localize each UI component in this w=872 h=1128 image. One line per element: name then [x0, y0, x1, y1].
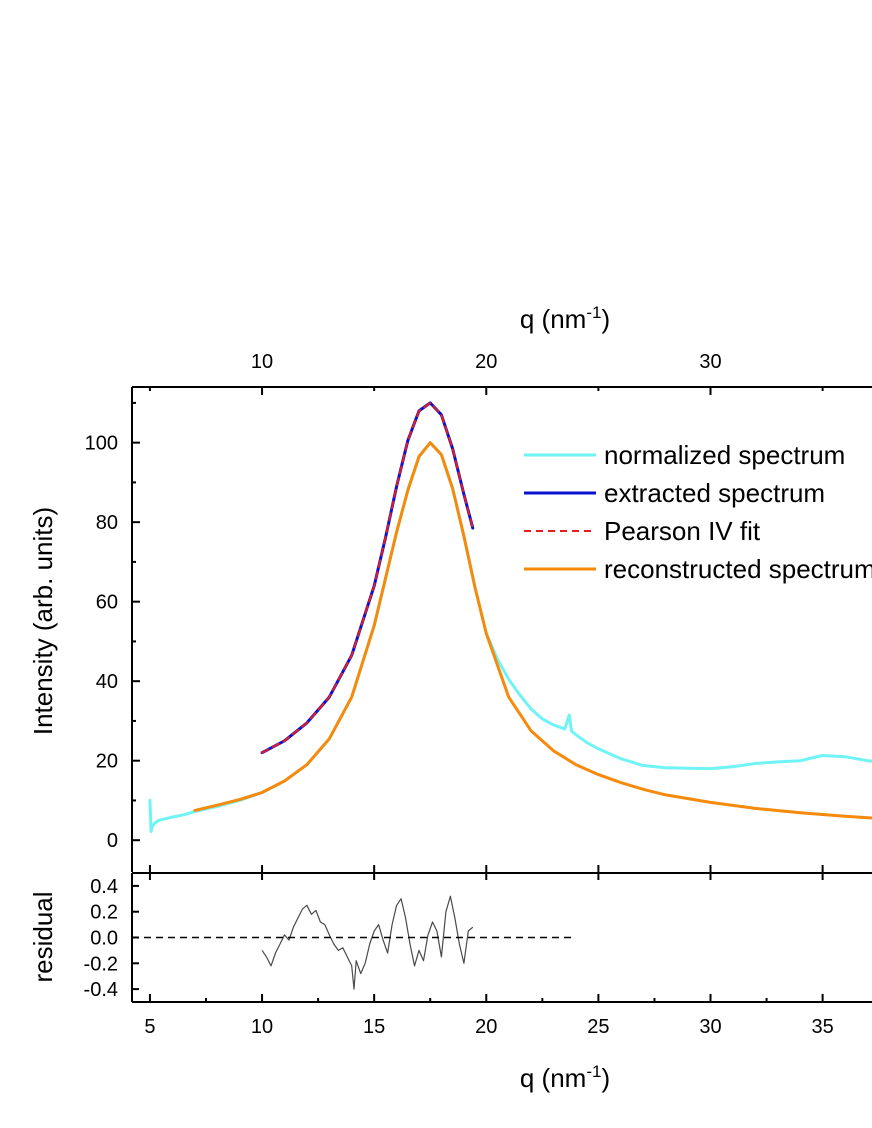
bottom-x-axis-title-sup: -1 [586, 1062, 601, 1081]
top-x-axis-title-sup: -1 [586, 303, 601, 322]
x-tick-label: 5 [144, 1016, 155, 1038]
residual-y-tick-label: 0.0 [90, 928, 118, 950]
x-tick-label: 10 [251, 1016, 273, 1038]
top-x-axis-title: q (nm-1) [520, 303, 610, 334]
residual-y-tick-label: -0.4 [84, 979, 118, 1001]
legend-label: extracted spectrum [604, 478, 825, 508]
legend: normalized spectrum extracted spectrum Pea… [524, 440, 872, 584]
y-tick-label: 40 [96, 671, 118, 693]
x-tick-label: 25 [587, 1016, 609, 1038]
y-tick-label: 80 [96, 512, 118, 534]
y-tick-label: 20 [96, 751, 118, 773]
residual-axis-title: residual [28, 891, 58, 982]
residual-line [261, 895, 474, 990]
x-tick-label: 15 [363, 1016, 385, 1038]
x-tick-label: 20 [475, 1016, 497, 1038]
top-x-tick-label: 10 [251, 351, 273, 373]
top-x-tick-label: 20 [475, 351, 497, 373]
top-x-tick-label: 30 [699, 351, 721, 373]
x-tick-label: 35 [811, 1016, 833, 1038]
series-line-reconstructed-spectrum [193, 441, 872, 820]
legend-label: normalized spectrum [604, 440, 845, 470]
series-line-pearson-iv-fit [261, 401, 474, 754]
y-tick-label: 100 [85, 433, 118, 455]
legend-label: reconstructed spectrum [604, 554, 872, 584]
main-plot-frame [131, 386, 872, 872]
y-tick-label: 0 [107, 830, 118, 852]
x-tick-label: 30 [699, 1016, 721, 1038]
legend-label: Pearson IV fit [604, 516, 761, 546]
y-tick-label: 60 [96, 592, 118, 614]
residual-y-tick-label: 0.4 [90, 876, 118, 898]
bottom-x-axis-title: q (nm-1) [520, 1062, 610, 1093]
residual-y-tick-label: 0.2 [90, 902, 118, 924]
y-axis-title: Intensity (arb. units) [28, 507, 58, 735]
residual-y-tick-label: -0.2 [84, 953, 118, 975]
